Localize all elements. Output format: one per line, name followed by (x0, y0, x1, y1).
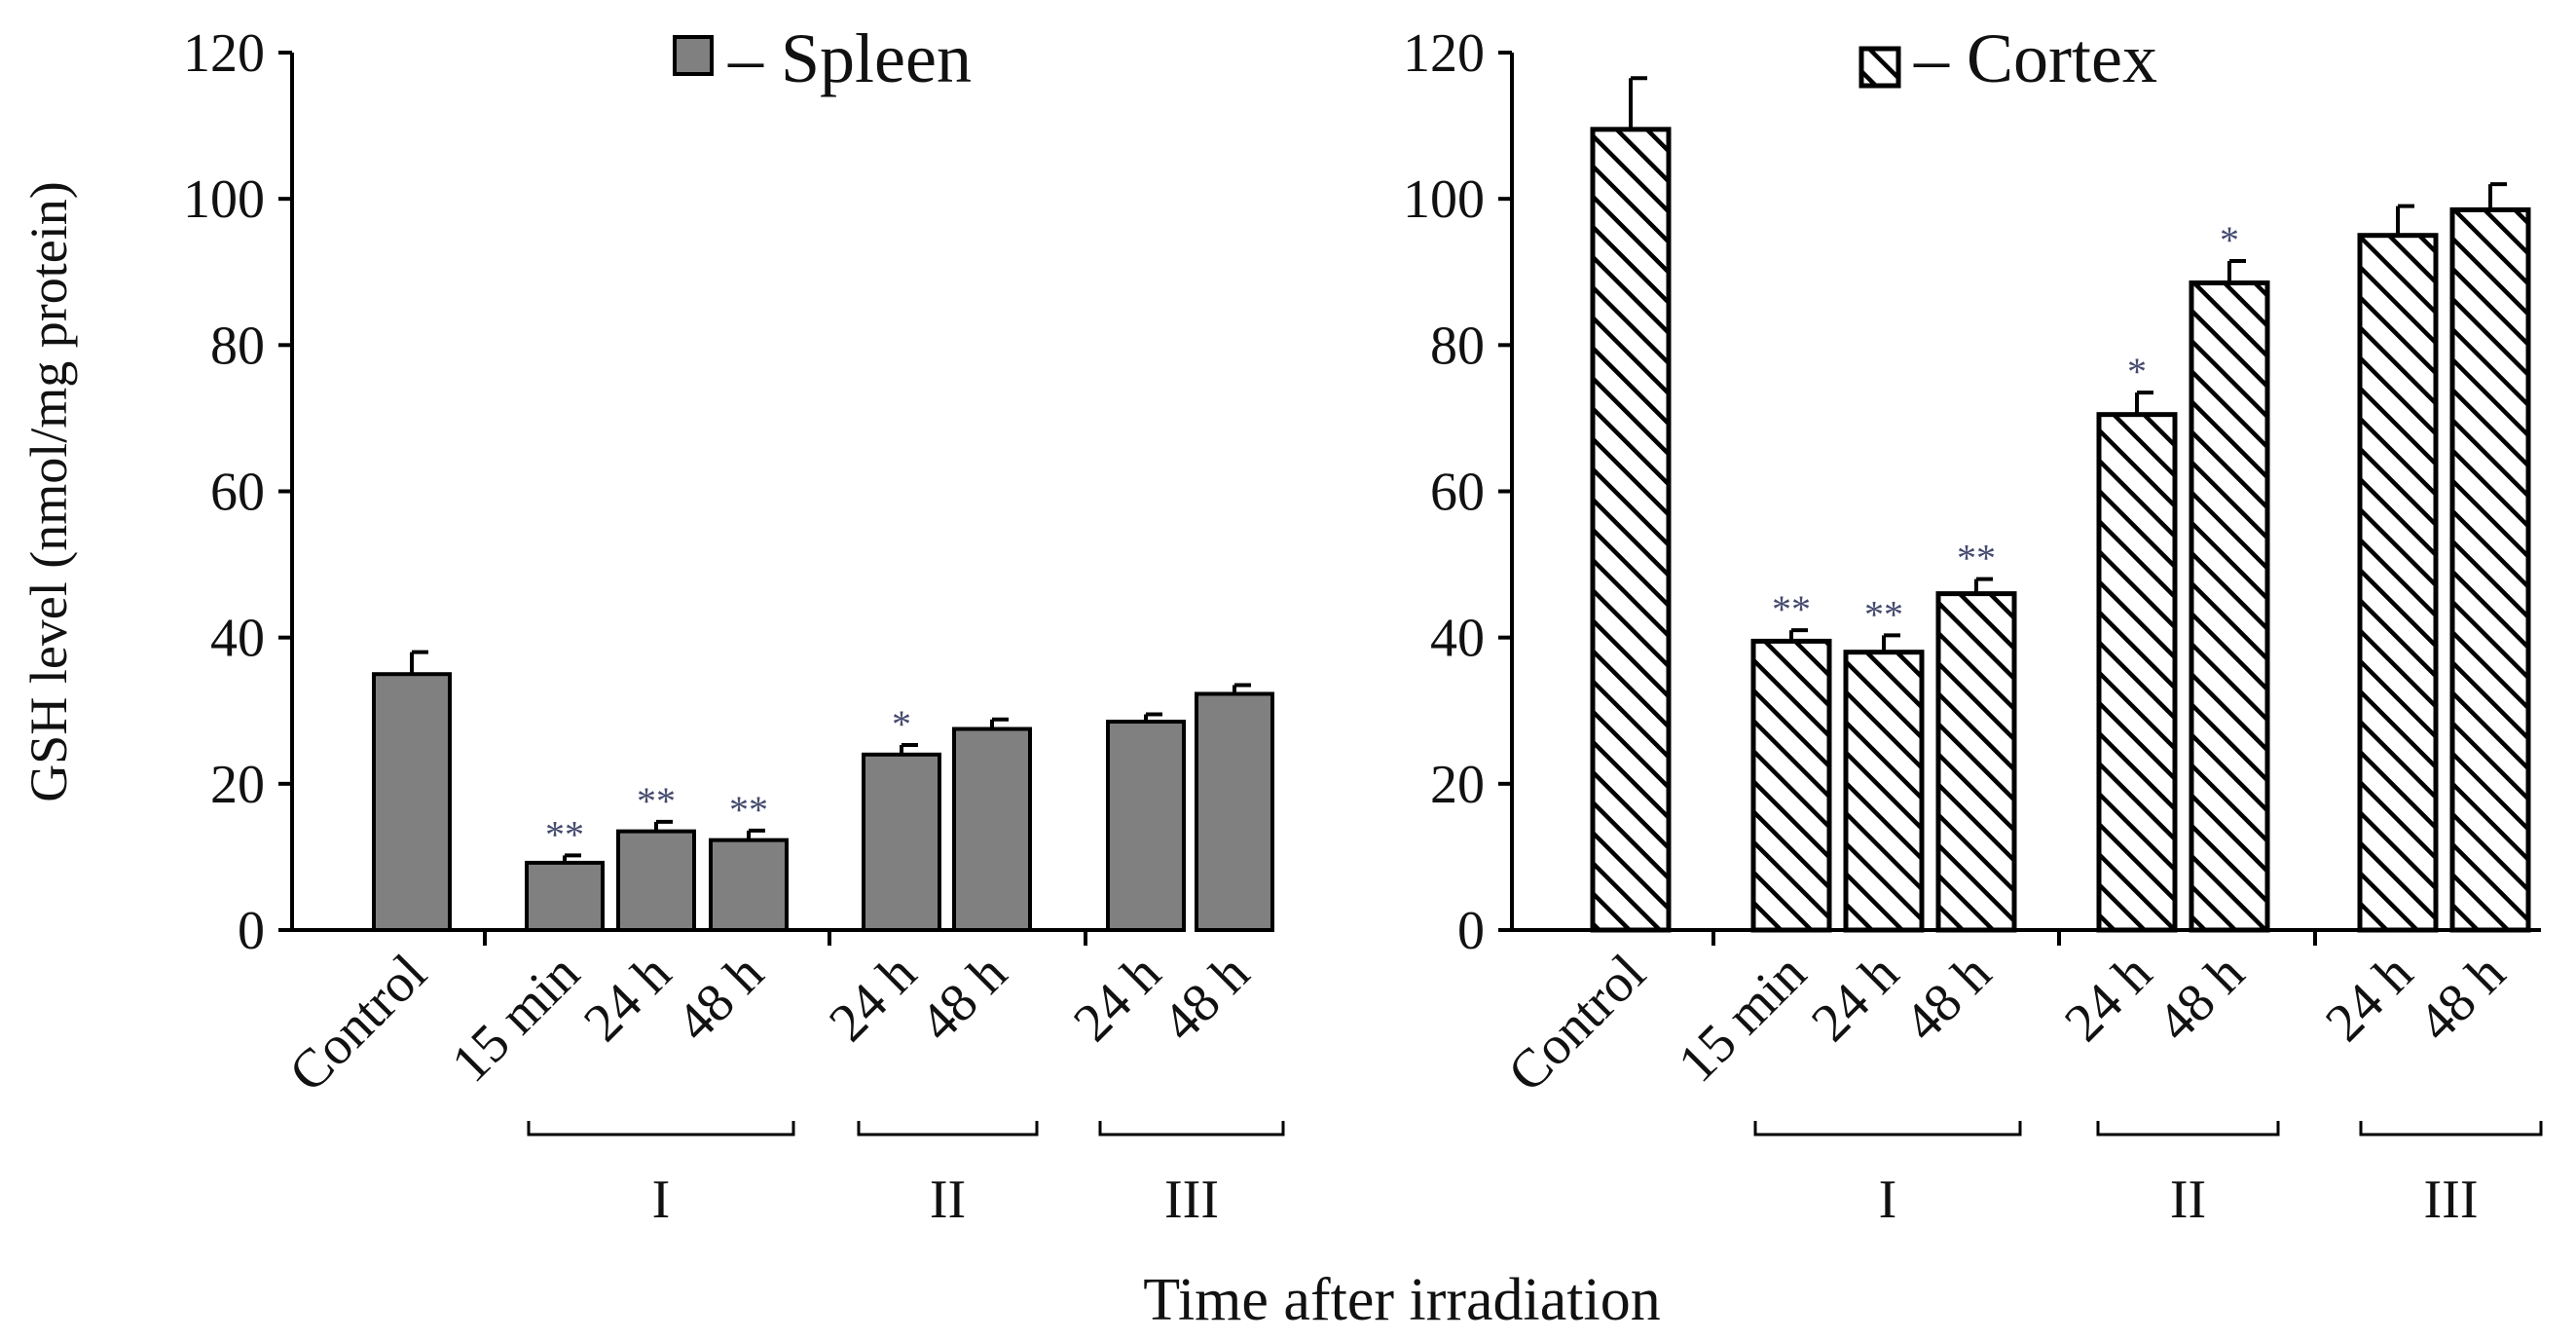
significance-marker: ** (545, 812, 584, 856)
category-label: 15 min (1667, 943, 1818, 1094)
significance-marker: * (2220, 218, 2239, 262)
category-label: 24 h (1800, 943, 1910, 1053)
bar (952, 726, 1032, 932)
legend-label: – Cortex (1913, 19, 2157, 97)
category-label: 48 h (1893, 943, 2003, 1053)
category-label: 48 h (1151, 943, 1261, 1053)
group-bracket (2359, 1121, 2543, 1136)
category-label: Control (277, 943, 438, 1103)
category-label: 15 min (440, 943, 591, 1094)
group-bracket (2096, 1121, 2280, 1136)
bar (709, 838, 789, 933)
group-label: II (930, 1170, 966, 1230)
y-tick-label: 100 (183, 169, 265, 230)
bar (525, 860, 605, 933)
y-tick-label: 40 (210, 609, 265, 669)
group-bracket (1753, 1121, 2022, 1136)
group-bracket (1098, 1121, 1285, 1136)
y-tick-label: 40 (1430, 609, 1485, 669)
spleen-panel: 0 20 40 60 80 100 120 Control ** 15 min ** 24 h ** 48… (183, 19, 1285, 1230)
category-label: 48 h (2146, 943, 2256, 1053)
legend-label: – Spleen (727, 19, 972, 97)
group-label: III (1164, 1170, 1219, 1230)
y-tick-label: 0 (238, 901, 265, 961)
bar (616, 829, 696, 933)
group-label: I (652, 1170, 671, 1230)
category-label: Control (1496, 943, 1657, 1103)
bar (2357, 233, 2439, 933)
significance-marker: ** (1864, 592, 1903, 636)
bar (372, 672, 452, 932)
category-label: 24 h (818, 943, 928, 1053)
significance-marker: * (2127, 350, 2147, 393)
y-tick-label: 120 (183, 23, 265, 84)
y-axis-label: GSH level (nmol/mg protein) (19, 181, 78, 801)
bar (2189, 280, 2270, 933)
y-tick-label: 100 (1403, 169, 1485, 230)
y-tick-label: 20 (210, 755, 265, 815)
bar (1590, 127, 1672, 933)
bar (1935, 591, 2017, 933)
category-label: 24 h (572, 943, 682, 1053)
bar (1843, 650, 1925, 933)
bar (2096, 412, 2178, 933)
y-tick-label: 60 (1430, 463, 1485, 523)
bar (1195, 691, 1274, 932)
bar (1106, 720, 1186, 933)
x-axis-label: Time after irradiation (1143, 1267, 1660, 1333)
significance-marker: ** (1957, 537, 1996, 580)
y-tick-label: 20 (1430, 755, 1485, 815)
category-label: 48 h (2407, 943, 2517, 1053)
y-tick-label: 60 (210, 463, 265, 523)
legend-swatch (1858, 46, 1901, 89)
bar (862, 752, 941, 932)
bar (1750, 638, 1832, 933)
group-bracket (527, 1121, 795, 1136)
y-tick-label: 80 (1430, 316, 1485, 376)
group-label: III (2424, 1170, 2479, 1230)
significance-marker: * (892, 702, 911, 746)
category-label: 24 h (2053, 943, 2163, 1053)
significance-marker: ** (729, 788, 768, 832)
group-label: I (1879, 1170, 1897, 1230)
group-label: II (2170, 1170, 2206, 1230)
category-label: 48 h (908, 943, 1018, 1053)
category-label: 24 h (2314, 943, 2424, 1053)
y-tick-label: 80 (210, 316, 265, 376)
y-tick-label: 120 (1403, 23, 1485, 84)
legend-swatch (673, 35, 714, 76)
category-label: 24 h (1062, 943, 1172, 1053)
significance-marker: ** (637, 779, 676, 823)
bar (2449, 206, 2531, 933)
category-label: 48 h (665, 943, 775, 1053)
group-bracket (857, 1121, 1039, 1136)
y-tick-label: 0 (1457, 901, 1485, 961)
significance-marker: ** (1772, 587, 1811, 631)
